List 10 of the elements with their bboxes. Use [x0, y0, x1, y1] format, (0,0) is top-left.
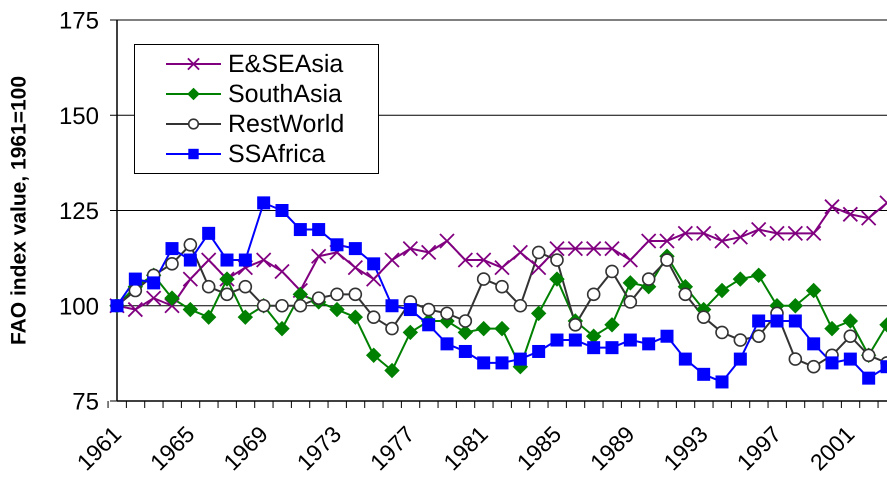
legend-label: RestWorld [228, 109, 344, 139]
y-tick-label: 125 [58, 198, 99, 226]
y-tick-label: 100 [58, 293, 99, 320]
legend-label: SSAfrica [228, 139, 326, 169]
y-tick-label: 75 [72, 388, 99, 416]
y-tick-label: 175 [58, 8, 99, 35]
legend-label: E&SEAsia [228, 49, 344, 79]
y-axis-title: FAO index value, 1961=100 [8, 76, 30, 346]
y-tick-label: 150 [58, 102, 99, 130]
legend-label: SouthAsia [228, 79, 342, 109]
